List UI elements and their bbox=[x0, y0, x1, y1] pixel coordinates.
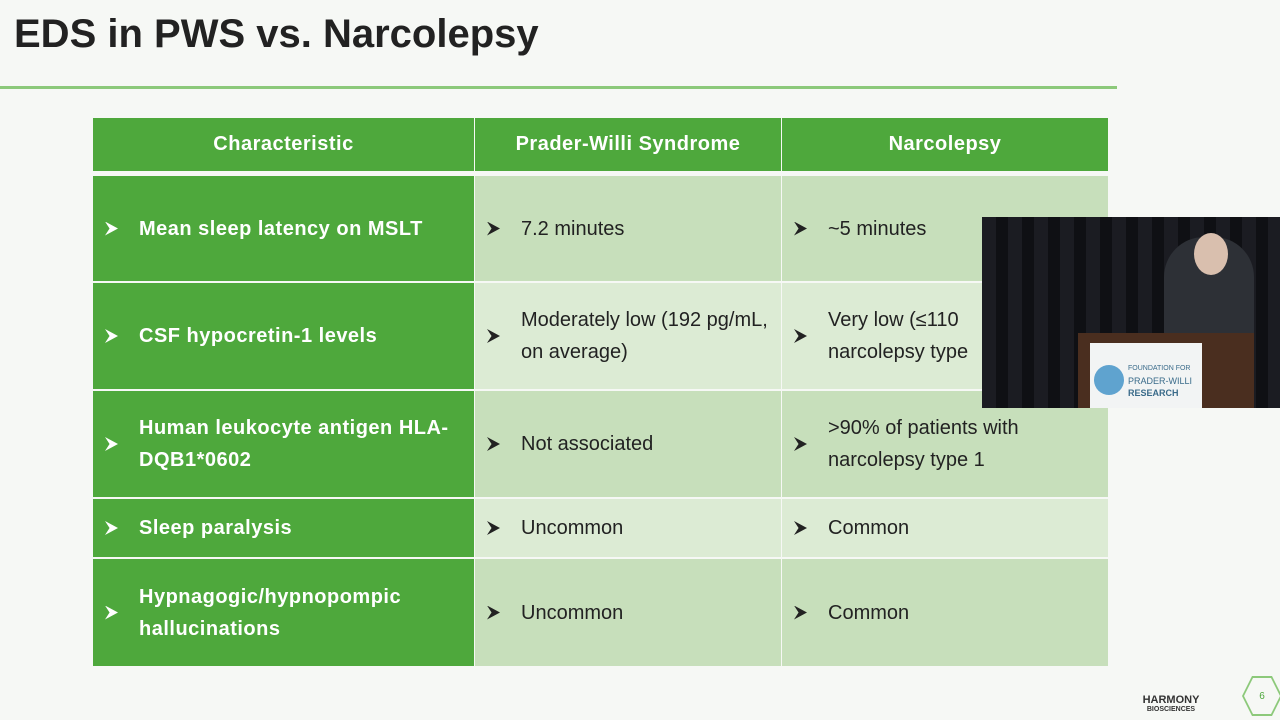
cell-text: CSF hypocretin-1 levels bbox=[139, 325, 378, 347]
table-cell: Common bbox=[782, 559, 1108, 666]
sign-text: FOUNDATION FOR PRADER-WILLI RESEARCH bbox=[1128, 363, 1192, 399]
bullet bbox=[794, 521, 807, 535]
cell-text: Moderately low (192 pg/mL, on average) bbox=[521, 309, 768, 363]
bullet bbox=[105, 329, 118, 343]
sign-line: PRADER-WILLI bbox=[1128, 376, 1193, 386]
cell-text: Mean sleep latency on MSLT bbox=[139, 217, 423, 240]
sign-icon bbox=[1094, 365, 1124, 395]
bullet bbox=[487, 605, 500, 620]
bullet bbox=[487, 221, 500, 236]
table-cell: 7.2 minutes bbox=[475, 176, 781, 281]
cell-text: >90% of patients with narcolepsy type 1 bbox=[828, 417, 1019, 471]
header-cell: Characteristic bbox=[93, 118, 474, 171]
page-number: 6 bbox=[1244, 678, 1280, 714]
cell-text: Uncommon bbox=[521, 601, 624, 624]
slide-title: EDS in PWS vs. Narcolepsy bbox=[14, 12, 539, 56]
podium-sign: FOUNDATION FOR PRADER-WILLI RESEARCH bbox=[1090, 343, 1202, 408]
table-cell: Not associated bbox=[475, 391, 781, 497]
bullet bbox=[794, 329, 807, 343]
bullet bbox=[105, 437, 118, 451]
sign-line: RESEARCH bbox=[1128, 388, 1179, 398]
table-cell: Uncommon bbox=[475, 499, 781, 557]
bullet bbox=[105, 521, 118, 535]
sign-line: FOUNDATION FOR bbox=[1128, 365, 1191, 372]
cell-text: Hypnagogic/hypnopompic hallucinations bbox=[139, 585, 402, 640]
cell-text: Very low (≤110 narcolepsy type bbox=[828, 309, 969, 363]
bullet bbox=[487, 437, 500, 451]
table-cell: Moderately low (192 pg/mL, on average) bbox=[475, 283, 781, 389]
bullet bbox=[794, 605, 807, 620]
cell-text: 7.2 minutes bbox=[521, 217, 625, 240]
cell-text: Uncommon bbox=[521, 517, 624, 539]
cell-text: Sleep paralysis bbox=[139, 517, 293, 539]
company-logo: HARMONY BIOSCIENCES bbox=[1142, 676, 1200, 713]
table-cell: Hypnagogic/hypnopompic hallucinations bbox=[93, 559, 474, 666]
table-cell: Uncommon bbox=[475, 559, 781, 666]
table-cell: CSF hypocretin-1 levels bbox=[93, 283, 474, 389]
bullet bbox=[105, 221, 118, 236]
logo-subtext: BIOSCIENCES bbox=[1146, 706, 1196, 713]
page-badge: 6 bbox=[1242, 676, 1280, 716]
cell-text: ~5 minutes bbox=[828, 217, 927, 240]
header-cell: Prader-Willi Syndrome bbox=[475, 118, 781, 171]
header-cell: Narcolepsy bbox=[782, 118, 1108, 171]
title-rule bbox=[0, 86, 1117, 89]
logo-text: HARMONY bbox=[1142, 694, 1200, 706]
table-cell: Sleep paralysis bbox=[93, 499, 474, 557]
bullet bbox=[794, 437, 807, 451]
bullet bbox=[487, 521, 500, 535]
cell-text: Not associated bbox=[521, 433, 654, 455]
table-cell: Common bbox=[782, 499, 1108, 557]
cell-text: Common bbox=[828, 517, 910, 539]
bullet bbox=[487, 329, 500, 343]
cell-text: Human leukocyte antigen HLA-DQB1*0602 bbox=[139, 417, 449, 471]
table-cell: >90% of patients with narcolepsy type 1 bbox=[782, 391, 1108, 497]
bullet bbox=[105, 605, 118, 620]
table-cell: Mean sleep latency on MSLT bbox=[93, 176, 474, 281]
cell-text: Common bbox=[828, 601, 910, 624]
speaker-head bbox=[1194, 233, 1228, 275]
table-cell: Human leukocyte antigen HLA-DQB1*0602 bbox=[93, 391, 474, 497]
bullet bbox=[794, 221, 807, 236]
